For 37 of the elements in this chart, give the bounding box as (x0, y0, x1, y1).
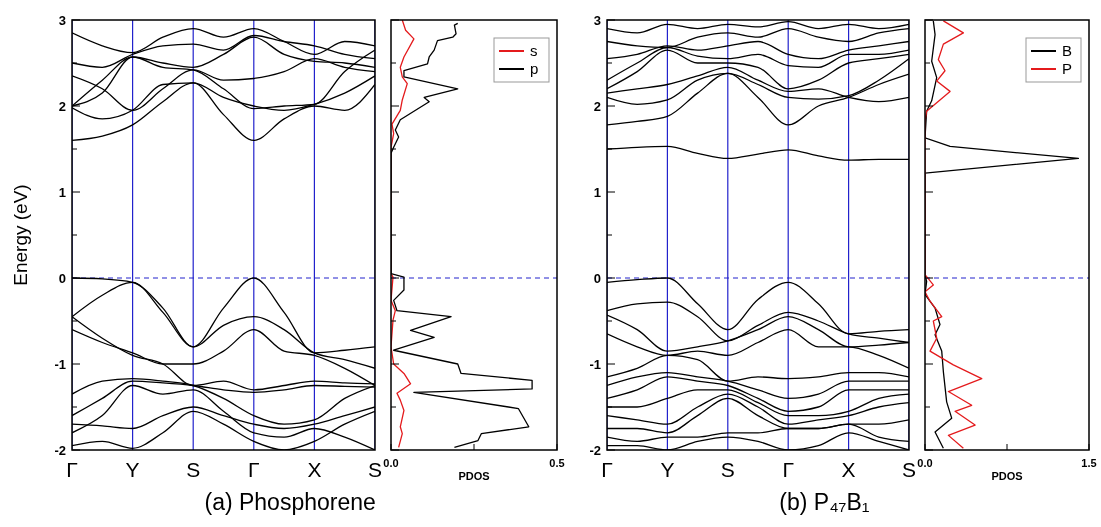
x-tick-label: 0.0 (383, 456, 399, 469)
y-tick-label: 2 (58, 98, 66, 114)
y-tick-label: -2 (54, 442, 66, 458)
x-tick-label: S (901, 458, 917, 482)
x-tick-label: 0.0 (917, 456, 933, 469)
x-axis-title: PDOS (991, 469, 1023, 482)
text: (b) P₄₇B₁ (779, 489, 870, 515)
text: (a) Phosphorene (204, 489, 376, 515)
y-tick-label: 2 (593, 98, 601, 114)
x-tick-label: Y (660, 458, 675, 482)
x-tick-label: Γ (248, 458, 260, 482)
legend-label: s (530, 42, 538, 60)
y-tick-label: -1 (54, 356, 66, 372)
y-tick-label: 0 (58, 270, 66, 286)
y-tick-label: -1 (589, 356, 601, 372)
x-tick-label: 1.5 (1081, 456, 1097, 469)
x-tick-label: X (841, 458, 856, 482)
x-tick-label: Γ (601, 458, 613, 482)
legend-label: B (1062, 42, 1073, 60)
y-tick-label: 0 (593, 270, 601, 286)
x-tick-label: Γ (782, 458, 794, 482)
y-tick-label: 3 (593, 12, 601, 28)
x-tick-label: S (720, 458, 735, 482)
x-axis-title: PDOS (458, 469, 490, 482)
legend-label: p (530, 60, 539, 78)
y-tick-label: 1 (58, 184, 66, 200)
y-axis-title: Energy (eV) (10, 184, 31, 286)
x-tick-label: S (186, 458, 201, 482)
y-tick-label: 1 (593, 184, 601, 200)
legend-label: P (1062, 60, 1073, 78)
x-tick-label: S (367, 458, 383, 482)
x-tick-label: Γ (66, 458, 78, 482)
y-tick-label: 3 (58, 12, 66, 28)
x-tick-label: X (307, 458, 322, 482)
x-tick-label: 0.5 (549, 456, 565, 469)
x-tick-label: Y (125, 458, 140, 482)
y-tick-label: -2 (589, 442, 601, 458)
